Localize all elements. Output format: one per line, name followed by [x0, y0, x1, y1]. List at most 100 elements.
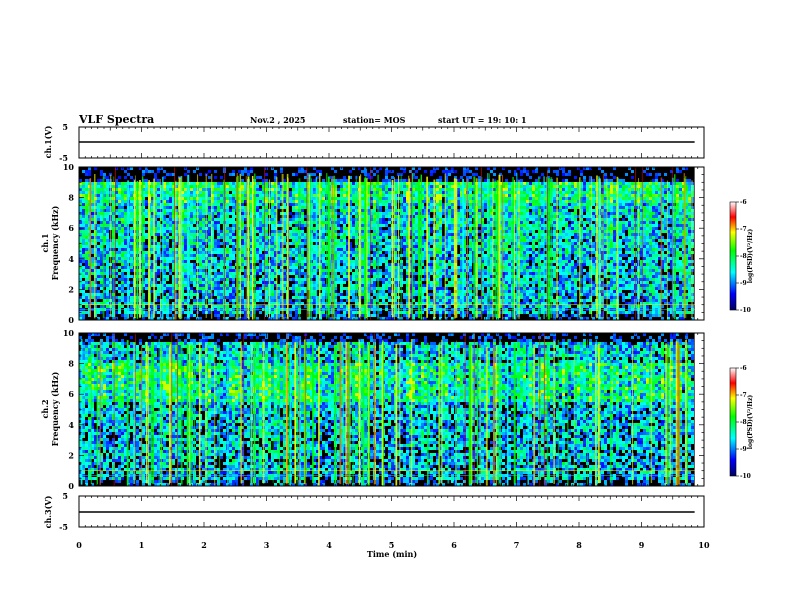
spectrogram-cell	[220, 242, 223, 245]
spectrogram-cell	[295, 245, 298, 248]
spectrogram-cell	[160, 197, 163, 200]
spectrogram-cell	[220, 200, 223, 203]
spectrogram-cell	[94, 305, 97, 308]
spectrogram-cell	[292, 317, 295, 320]
spectrogram-cell	[91, 281, 94, 284]
spectrogram-cell	[304, 281, 307, 284]
spectrogram-cell	[208, 311, 211, 314]
spectrogram-cell	[229, 272, 232, 275]
spectrogram-cell	[415, 314, 418, 317]
spectrogram-cell	[238, 170, 241, 173]
spectrogram-cell	[406, 317, 409, 320]
spectrogram-cell	[334, 206, 337, 209]
spectrogram-cell	[406, 290, 409, 293]
spectrogram-cell	[292, 239, 295, 242]
spectrogram-cell	[124, 302, 127, 305]
spectrogram-cell	[238, 230, 241, 233]
spectrogram-cell	[124, 314, 127, 317]
spectrogram-cell	[412, 218, 415, 221]
spectrogram-cell	[82, 251, 85, 254]
spectrogram-cell	[256, 281, 259, 284]
spectrogram-cell	[289, 236, 292, 239]
spectrogram-cell	[157, 245, 160, 248]
spectrogram-cell	[259, 281, 262, 284]
spectrogram-cell	[313, 191, 316, 194]
spectrogram-cell	[277, 185, 280, 188]
spectrogram-cell	[319, 209, 322, 212]
spectrogram-cell	[316, 230, 319, 233]
spectrogram-cell	[277, 299, 280, 302]
spectrogram-cell	[340, 290, 343, 293]
spectrogram-cell	[274, 281, 277, 284]
spectrogram-cell	[181, 245, 184, 248]
spectrogram-cell	[280, 200, 283, 203]
spectrogram-cell	[229, 293, 232, 296]
spectrogram-cell	[313, 167, 316, 170]
spectrogram-cell	[190, 194, 193, 197]
spectrogram-cell	[121, 284, 124, 287]
spectrogram-cell	[247, 170, 250, 173]
spectrogram-cell	[166, 230, 169, 233]
spectrogram-cell	[124, 296, 127, 299]
spectrogram-cell	[82, 290, 85, 293]
spectrogram-cell	[301, 197, 304, 200]
spectrogram-cell	[142, 182, 145, 185]
spectrogram-cell	[217, 248, 220, 251]
spectrogram-cell	[169, 290, 172, 293]
spectrogram-cell	[256, 203, 259, 206]
spectrogram-cell	[115, 179, 118, 182]
spectrogram-cell	[130, 185, 133, 188]
spectrogram-cell	[211, 200, 214, 203]
spectrogram-cell	[403, 233, 406, 236]
spectrogram-cell	[181, 209, 184, 212]
spectrogram-cell	[190, 242, 193, 245]
spectrogram-cell	[274, 179, 277, 182]
spectrogram-cell	[91, 236, 94, 239]
spectrogram-cell	[79, 236, 82, 239]
spectrogram-cell	[181, 257, 184, 260]
spectrogram-cell	[385, 179, 388, 182]
spectrogram-cell	[208, 302, 211, 305]
spectrogram-cell	[289, 185, 292, 188]
spectrogram-cell	[217, 251, 220, 254]
spectrogram-cell	[379, 182, 382, 185]
spectrogram-cell	[121, 221, 124, 224]
spectrogram-cell	[157, 206, 160, 209]
spectrogram-cell	[238, 281, 241, 284]
spectrogram-cell	[163, 188, 166, 191]
spectrogram-cell	[334, 296, 337, 299]
spectrogram-cell	[145, 227, 148, 230]
spectrogram-cell	[394, 215, 397, 218]
spectrogram-cell	[88, 242, 91, 245]
spectrogram-cell	[202, 284, 205, 287]
spectrogram-cell	[403, 197, 406, 200]
spectrogram-cell	[190, 218, 193, 221]
spectrogram-cell	[277, 254, 280, 257]
spectrogram-cell	[304, 197, 307, 200]
spectrogram-cell	[82, 317, 85, 320]
spectrogram-cell	[385, 245, 388, 248]
spectrogram-cell	[244, 275, 247, 278]
spectrogram-cell	[151, 191, 154, 194]
spectrogram-cell	[118, 176, 121, 179]
spectrogram-cell	[220, 275, 223, 278]
spectrogram-cell	[367, 233, 370, 236]
spectrogram-cell	[349, 221, 352, 224]
spectrogram-cell	[208, 260, 211, 263]
spectrogram-cell	[79, 299, 82, 302]
spectrogram-cell	[88, 254, 91, 257]
spectrogram-cell	[124, 290, 127, 293]
spectrogram-cell	[373, 194, 376, 197]
spectrogram-cell	[142, 227, 145, 230]
spectrogram-cell	[154, 275, 157, 278]
spectrogram-cell	[349, 314, 352, 317]
spectrogram-cell	[97, 203, 100, 206]
spectrogram-cell	[352, 236, 355, 239]
spectrogram-cell	[361, 257, 364, 260]
spectrogram-cell	[94, 299, 97, 302]
spectrogram-cell	[193, 233, 196, 236]
spectrogram-cell	[373, 182, 376, 185]
spectrogram-cell	[232, 305, 235, 308]
spectrogram-cell	[367, 209, 370, 212]
spectrogram-cell	[295, 209, 298, 212]
